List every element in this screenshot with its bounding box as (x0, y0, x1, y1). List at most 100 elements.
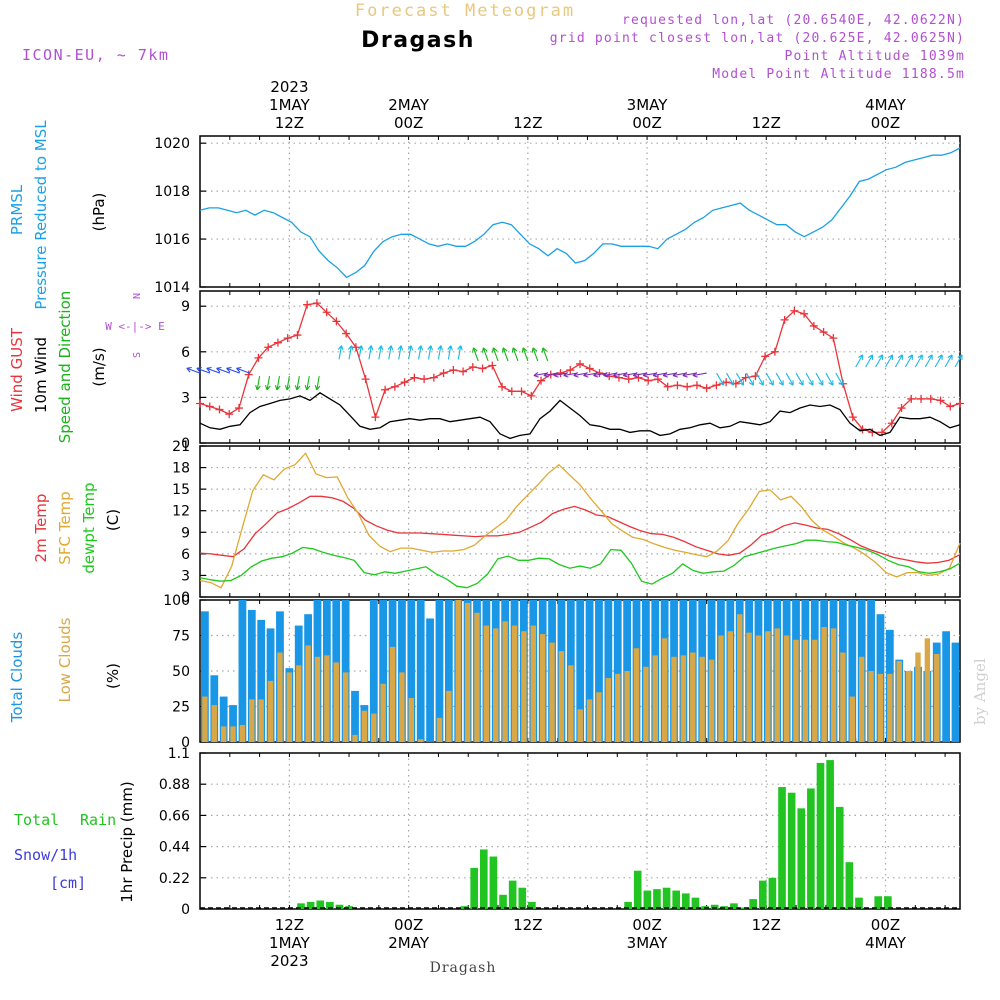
low-cloud-bar (858, 656, 865, 742)
low-cloud-bar (915, 652, 921, 742)
total-cloud-bar (444, 600, 453, 742)
wind-arrow-head (768, 380, 774, 386)
precip-bar (499, 894, 507, 909)
gust-marker (644, 376, 653, 385)
top-date-label: 4MAY (865, 96, 907, 114)
low-cloud-bar (568, 665, 574, 742)
bottom-hour-label: 00Z (632, 916, 661, 934)
wind-arrow (542, 347, 549, 362)
bottom-date-label: 1MAY (269, 934, 311, 952)
wind-arrow-head (692, 371, 698, 378)
gust-marker (907, 394, 916, 403)
wind-arrow (256, 376, 261, 391)
wind-arrow-head (417, 345, 424, 351)
wind-arrow (358, 345, 362, 360)
low-cloud-bar (220, 726, 227, 742)
wind-arrow-head (186, 366, 192, 373)
wind-arrow-head (196, 366, 202, 373)
low-cloud-bar (699, 656, 705, 742)
wind-arrow-head (927, 354, 933, 360)
total-cloud-bar (229, 705, 237, 742)
footer-location: Dragash (430, 960, 497, 976)
wind-arrow-head (738, 380, 745, 386)
wind-arrow (296, 376, 300, 391)
wind-arrow (206, 367, 221, 374)
precip-bar (297, 903, 305, 909)
y-tick-label-clouds: 75 (172, 629, 190, 645)
wind-arrow (805, 372, 814, 386)
low-cloud-bar (586, 699, 593, 742)
low-cloud-bar (502, 621, 508, 742)
precip-unit: 1hr Precip (mm) (118, 781, 136, 902)
precip-bar (479, 849, 488, 909)
low-cloud-bar (333, 662, 339, 742)
wind-arrow (306, 376, 310, 391)
gust-marker (917, 394, 926, 403)
y-tick-label-wind: 0 (181, 436, 190, 452)
gust-marker (673, 381, 682, 390)
gust-marker (205, 402, 214, 411)
low-cloud-bar (455, 600, 461, 742)
top-hour-label: 00Z (394, 114, 423, 132)
gust-marker (459, 367, 468, 376)
low-cloud-bar (727, 631, 734, 742)
wind-arrow-head (255, 385, 261, 391)
precip-bar (508, 880, 517, 909)
top-date-label: 2MAY (388, 96, 430, 114)
wind-arrow (532, 347, 539, 362)
clouds-unit: (%) (104, 663, 122, 689)
wind-arrow (492, 347, 499, 362)
wind-arrow (418, 345, 422, 360)
wind-arrow-head (622, 371, 629, 378)
wind-arrow-head (533, 371, 539, 378)
total-cloud-bar (435, 600, 444, 742)
wind-arrow-head (367, 345, 374, 351)
gust-marker (712, 381, 721, 390)
gust-marker (351, 343, 360, 352)
header-location: Dragash (361, 28, 475, 53)
wind-arrow-head (531, 347, 538, 353)
wind-arrow-head (728, 380, 735, 386)
wind-arrow-head (274, 385, 281, 391)
precip-bar (816, 762, 825, 909)
wind-arrow-head (501, 347, 508, 353)
precip-bar (682, 893, 690, 909)
wind-arrow (815, 372, 824, 386)
low-cloud-bar (633, 648, 640, 742)
wind-arrow-head (917, 354, 923, 360)
y-tick-label-pressure: 1016 (154, 232, 190, 248)
gust-marker (897, 404, 906, 413)
precip-bar (884, 896, 892, 909)
wind-arrow (512, 347, 519, 362)
wind-arrow-head (662, 371, 668, 378)
low-cloud-bar (868, 671, 874, 742)
low-cloud-bar (924, 638, 931, 742)
low-cloud-bar (671, 656, 677, 742)
gust-marker (498, 382, 507, 391)
low-cloud-bar (286, 672, 293, 742)
wind-arrow-head (957, 354, 963, 360)
wind-arrow-head (407, 345, 414, 351)
low-cloud-bar (446, 690, 452, 742)
wind-arrow-head (878, 354, 884, 360)
precip-bar (797, 808, 806, 909)
precip-bar (855, 897, 863, 909)
gust-marker (293, 331, 302, 340)
total-cloud-bar (951, 642, 960, 742)
precip-cm-label: [cm] (50, 874, 86, 892)
wind-arrow (692, 372, 707, 377)
total-cloud-bar (257, 619, 266, 742)
wind-arrow (613, 372, 628, 377)
precip-bar (624, 901, 632, 909)
y-tick-label-precip: 0.22 (159, 871, 190, 887)
low-cloud-bar (436, 717, 443, 742)
precip-bar (835, 806, 844, 909)
low-cloud-bar (737, 614, 743, 742)
low-cloud-bar (305, 645, 311, 742)
low-cloud-bar (530, 625, 536, 742)
precip-bar (662, 887, 671, 909)
wind-arrow-head (583, 371, 589, 378)
wind-arrow (865, 354, 874, 368)
gust-marker (225, 410, 234, 419)
low-cloud-bar (755, 635, 762, 742)
